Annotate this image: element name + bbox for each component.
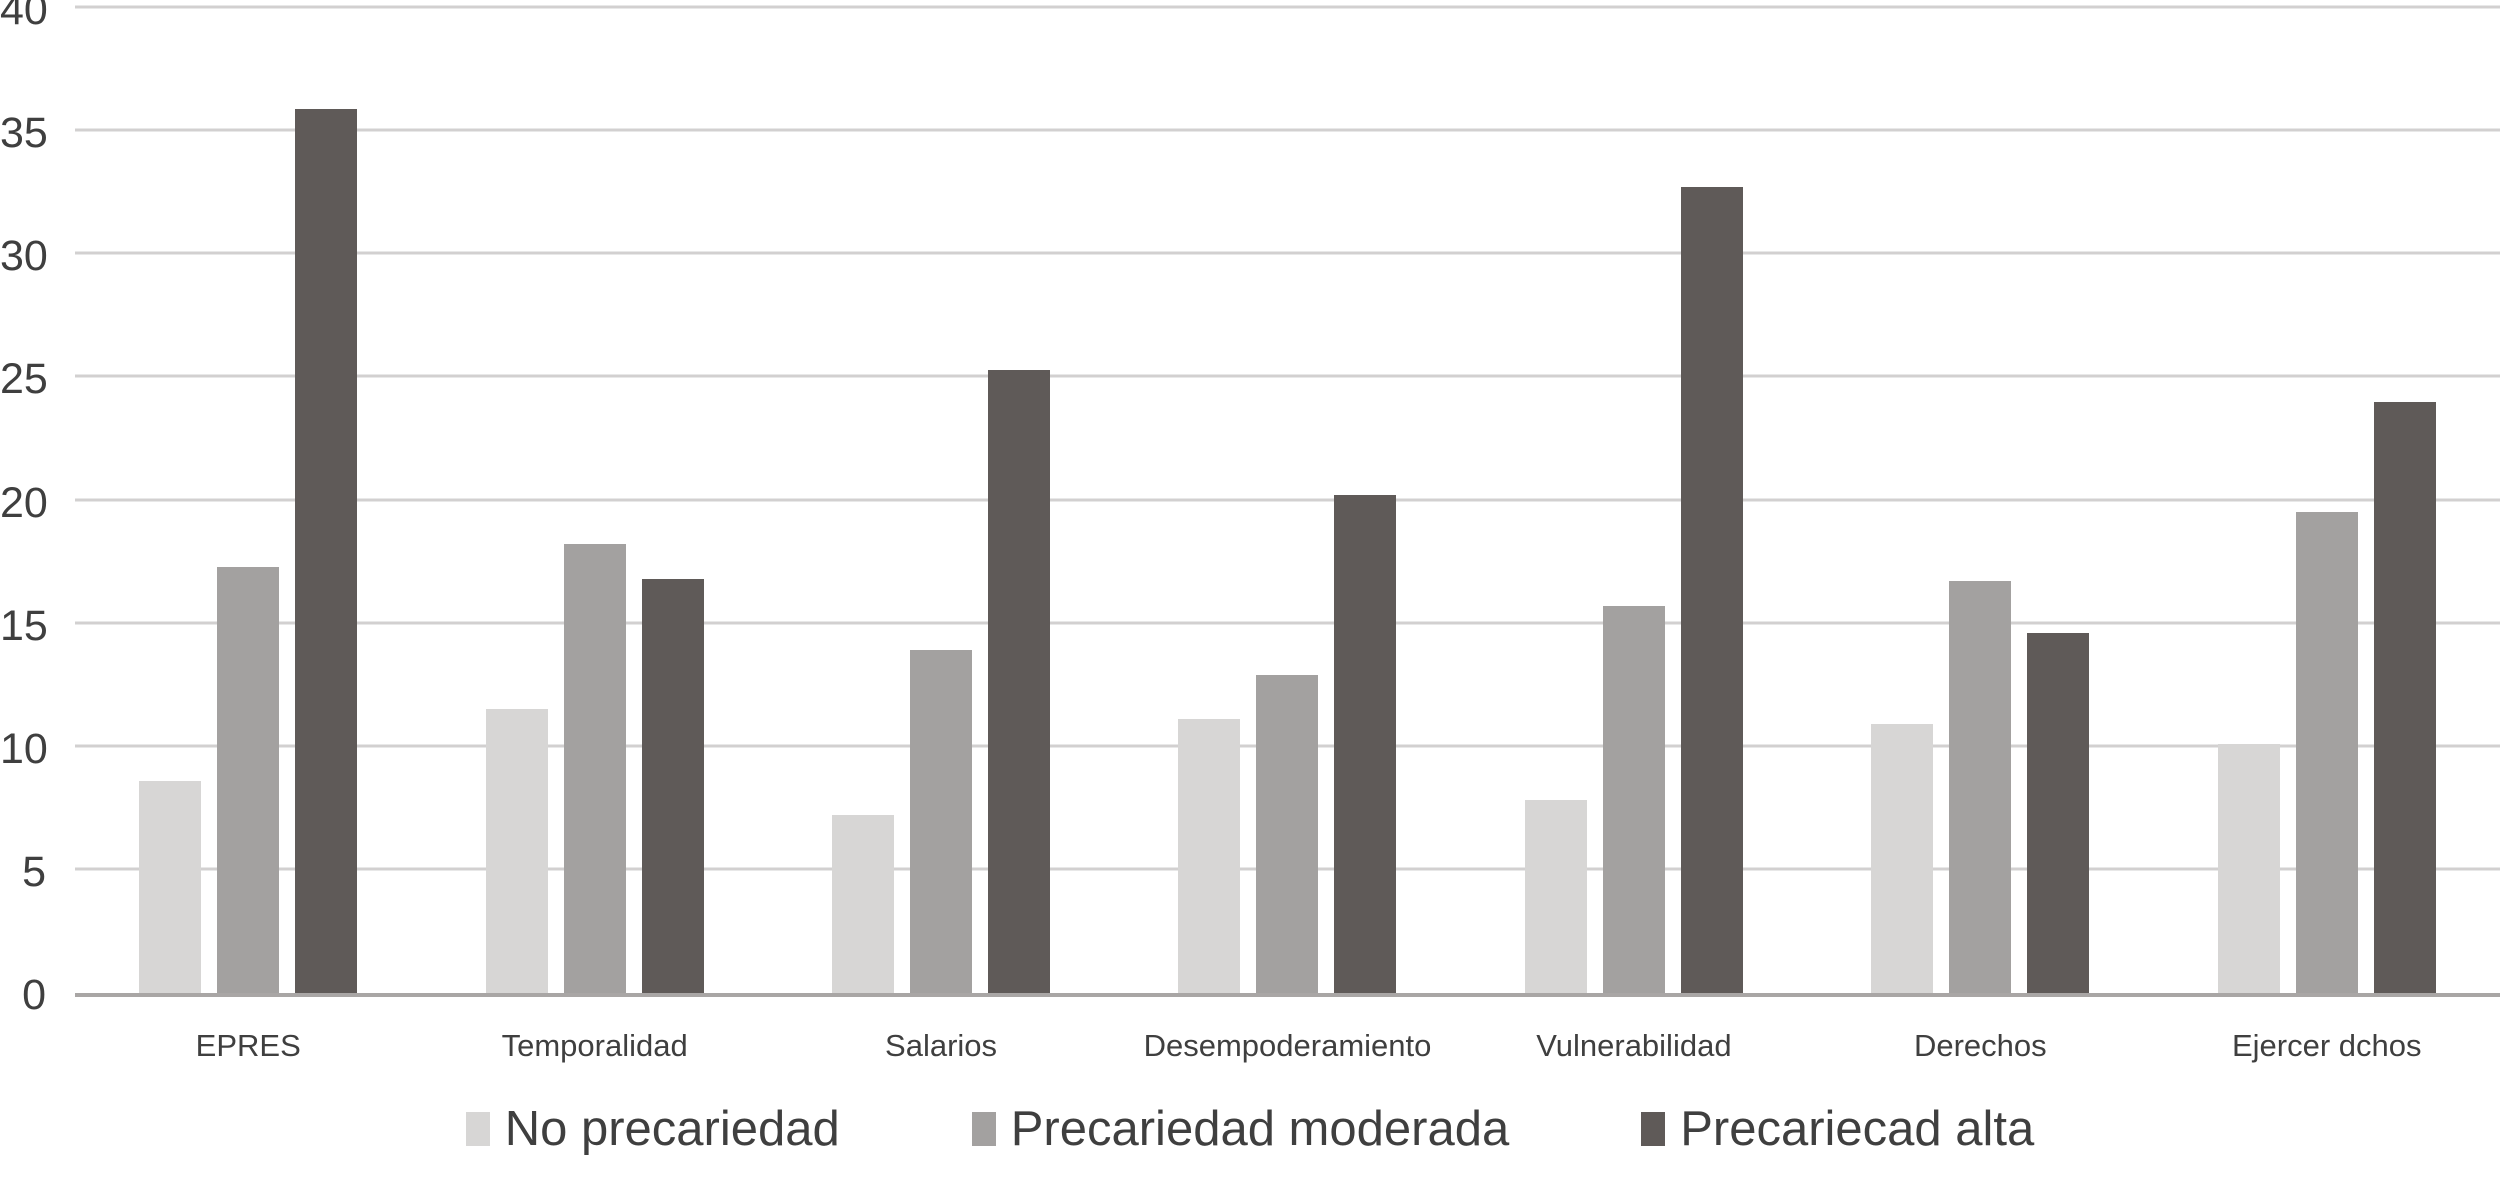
y-tick-label-5: 5 (22, 847, 46, 896)
x-label-temporalidad: Temporalidad (501, 1028, 688, 1063)
bar-precariedad-moderada-epres (217, 566, 280, 995)
bar-precariedad-moderada-desempoderamiento (1256, 674, 1319, 995)
plot-area (75, 5, 2500, 997)
x-label-salarios: Salarios (885, 1028, 998, 1063)
bar-precariedad-moderada-temporalidad (563, 544, 626, 995)
legend-item-precariecad-alta: Precariecad alta (1641, 1099, 2034, 1159)
gridline-y-40 (75, 5, 2500, 9)
legend-swatch-icon (465, 1112, 490, 1146)
bar-precariecad-alta-desempoderamiento (1334, 495, 1397, 995)
x-label-desempoderamiento: Desempoderamiento (1143, 1028, 1432, 1063)
y-tick-label-20: 20 (0, 478, 48, 527)
bar-no-precariedad-ejercer-dchos (2217, 743, 2280, 995)
bar-group-ejercer-dchos (2154, 10, 2500, 995)
legend-label: Precariecad alta (1680, 1102, 2035, 1156)
bar-no-precariedad-salarios (832, 815, 895, 995)
bar-precariedad-moderada-derechos (1949, 581, 2012, 995)
bar-group-temporalidad (421, 10, 767, 995)
bar-no-precariedad-temporalidad (485, 709, 548, 995)
legend-item-precariedad-moderada: Precariedad moderada (971, 1099, 1510, 1159)
bar-precariecad-alta-temporalidad (641, 578, 704, 995)
x-label-derechos: Derechos (1913, 1028, 2047, 1063)
gridline-y-20 (75, 498, 2500, 501)
y-tick-label-0: 0 (22, 971, 46, 1019)
y-tick-label-25: 25 (0, 355, 48, 404)
y-tick-label-35: 35 (0, 109, 48, 158)
chart-legend: No precariedad Precariedad moderada Precar… (0, 1094, 2500, 1164)
bar-precariedad-moderada-vulnerabilidad (1602, 605, 1665, 995)
bar-precariecad-alta-derechos (2027, 633, 2090, 995)
bar-precariedad-moderada-salarios (910, 650, 973, 995)
x-label-epres: EPRES (195, 1028, 301, 1063)
bar-group-desempoderamiento (1114, 10, 1460, 995)
legend-label: No precariedad (504, 1102, 840, 1156)
y-tick-label-40: 40 (0, 0, 48, 34)
x-label-vulnerabilidad: Vulnerabilidad (1536, 1028, 1732, 1063)
bar-precariecad-alta-salarios (988, 369, 1051, 995)
bar-precariecad-alta-vulnerabilidad (1680, 187, 1743, 995)
x-axis-category-labels: EPRES Temporalidad Salarios Desempoderamien… (75, 1024, 2500, 1068)
bar-precariecad-alta-epres (295, 108, 358, 995)
bar-groups (75, 10, 2500, 995)
bar-group-epres (75, 10, 421, 995)
bar-group-derechos (1807, 10, 2153, 995)
gridline-y-30 (75, 251, 2500, 255)
y-tick-label-30: 30 (0, 232, 48, 281)
y-tick-label-15: 15 (0, 601, 48, 650)
gridline-y-25 (75, 374, 2500, 378)
legend-label: Precariedad moderada (1010, 1102, 1510, 1156)
bar-no-precariedad-epres (139, 780, 202, 995)
y-tick-label-10: 10 (0, 724, 48, 773)
x-axis-line (75, 993, 2500, 997)
bar-precariedad-moderada-ejercer-dchos (2295, 512, 2358, 995)
legend-item-no-precariedad: No precariedad (465, 1099, 840, 1159)
gridline-y-35 (75, 128, 2500, 132)
bar-group-vulnerabilidad (1461, 10, 1807, 995)
bar-group-salarios (768, 10, 1114, 995)
bar-no-precariedad-derechos (1871, 724, 1934, 995)
bar-no-precariedad-desempoderamiento (1178, 719, 1241, 995)
gridline-y-15 (75, 621, 2500, 625)
bar-no-precariedad-vulnerabilidad (1524, 800, 1587, 995)
legend-swatch-icon (971, 1112, 996, 1146)
legend-swatch-icon (1641, 1112, 1666, 1146)
bar-precariecad-alta-ejercer-dchos (2373, 401, 2436, 995)
x-label-ejercer-dchos: Ejercer dchos (2231, 1028, 2422, 1063)
